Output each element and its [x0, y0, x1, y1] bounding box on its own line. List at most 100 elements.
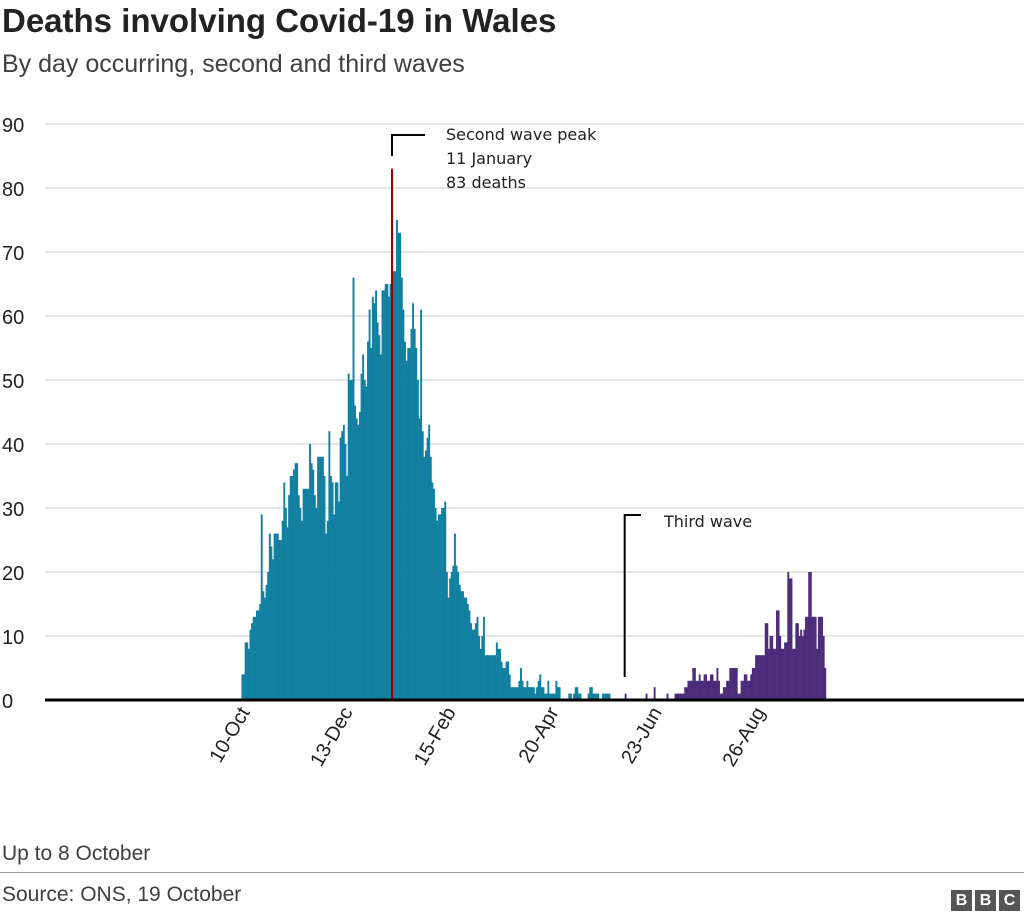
bar [441, 508, 444, 700]
bar [368, 309, 371, 700]
x-tick-label: 23-Jun [617, 704, 667, 768]
bar [330, 476, 332, 700]
bar [312, 469, 315, 700]
bar [697, 680, 700, 700]
bar [706, 680, 709, 700]
bar [339, 437, 342, 700]
bar [449, 578, 452, 700]
bar [816, 648, 819, 700]
bar [378, 335, 381, 700]
footer-divider [0, 872, 1024, 873]
annotation-bracket [390, 134, 425, 156]
bar [822, 636, 825, 700]
bar [548, 693, 551, 700]
bar [292, 469, 295, 700]
bar [801, 636, 804, 700]
bar [289, 476, 292, 700]
bar [758, 655, 761, 700]
bar [710, 674, 712, 700]
bar [275, 533, 278, 700]
bar [821, 616, 824, 700]
bar [740, 680, 743, 700]
bar [795, 623, 798, 700]
bar [774, 648, 777, 700]
bar [780, 648, 783, 700]
bar [413, 328, 416, 700]
bar [597, 693, 600, 700]
bar [363, 380, 366, 700]
bar [750, 674, 753, 700]
bar [434, 508, 437, 700]
bar [679, 693, 682, 700]
bar [537, 680, 540, 700]
bar [523, 687, 526, 700]
bar [813, 616, 815, 700]
bar [788, 578, 791, 700]
bar [645, 693, 648, 700]
bar [465, 597, 468, 700]
bar [500, 661, 503, 700]
bar [687, 680, 690, 700]
bar [381, 290, 384, 700]
bar [735, 668, 738, 700]
bar [730, 668, 733, 700]
bar [624, 693, 627, 700]
bar [793, 648, 796, 700]
bar [817, 616, 820, 700]
bar [450, 572, 453, 700]
bar [521, 680, 524, 700]
bar [281, 520, 284, 700]
bar [268, 533, 271, 700]
bar [376, 322, 379, 700]
bar [460, 591, 463, 700]
bar [421, 431, 424, 700]
bar [402, 309, 405, 700]
bar [495, 642, 498, 700]
bar [407, 348, 410, 700]
bar [751, 668, 754, 700]
logo-letter: C [999, 890, 1020, 911]
bar [708, 680, 711, 700]
annotation-text: Second wave peak [446, 125, 597, 144]
bar [805, 616, 807, 700]
bar [313, 495, 316, 700]
chart-title: Deaths involving Covid-19 in Wales [2, 2, 557, 39]
bar [761, 655, 764, 700]
bar [304, 488, 307, 700]
bar [756, 655, 759, 700]
bar [608, 693, 611, 700]
bar [301, 520, 303, 700]
bar [436, 520, 439, 700]
bar [653, 687, 656, 700]
bar [507, 661, 510, 700]
x-tick-label: 26-Aug [719, 704, 770, 771]
bar [695, 680, 698, 700]
bar [486, 655, 489, 700]
bar [392, 271, 395, 700]
bar [557, 687, 559, 700]
bar [352, 277, 355, 700]
bar [790, 578, 793, 700]
bar [716, 668, 719, 700]
bar [310, 463, 313, 700]
bar [307, 488, 310, 700]
bar [257, 610, 260, 700]
bar [276, 533, 279, 700]
bar [690, 680, 693, 700]
bar [350, 380, 353, 700]
bar [764, 623, 767, 700]
bar [492, 655, 495, 700]
bar [513, 687, 516, 700]
bar [484, 655, 487, 700]
bar [355, 418, 358, 700]
bar [415, 348, 418, 700]
y-tick-label: 40 [2, 435, 24, 457]
bar [471, 629, 474, 700]
bar [379, 354, 382, 700]
bar [666, 693, 669, 700]
bar [251, 623, 254, 700]
bar [470, 623, 473, 700]
bar [681, 693, 683, 700]
bar [474, 623, 477, 700]
